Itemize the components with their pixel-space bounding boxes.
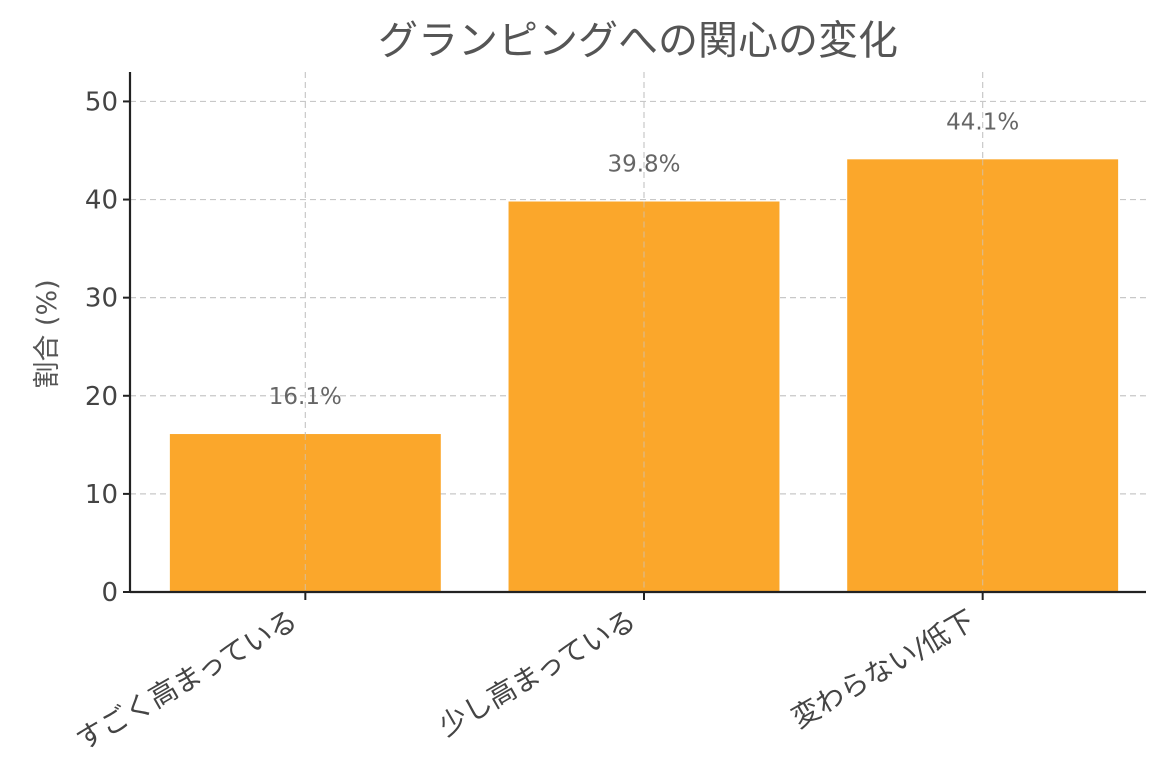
x-tick-label: 変わらない/低下 <box>786 603 980 734</box>
y-axis-label: 割合 (%) <box>32 279 63 388</box>
data-label: 39.8% <box>607 152 680 178</box>
y-tick-label: 0 <box>101 578 118 608</box>
x-tick-label: 少し高まっている <box>433 603 641 742</box>
bar-layer <box>169 159 1119 593</box>
data-label: 44.1% <box>946 109 1019 135</box>
x-tick-label: すごく高まっている <box>70 603 303 756</box>
data-label: 16.1% <box>269 384 342 410</box>
y-tick-label: 40 <box>85 186 118 216</box>
chart-title: グランピングへの関心の変化 <box>378 18 898 64</box>
x-tick-layer: すごく高まっている 少し高まっている 変わらない/低下 <box>70 592 984 757</box>
data-label-layer: 16.1% 39.8% 44.1% <box>269 109 1019 410</box>
y-tick-label: 50 <box>85 87 118 117</box>
y-tick-label: 30 <box>85 284 118 314</box>
y-tick-layer: 0 10 20 30 40 50 <box>85 87 130 608</box>
y-tick-label: 10 <box>85 480 118 510</box>
y-tick-label: 20 <box>85 382 118 412</box>
axis-layer <box>128 72 1146 594</box>
